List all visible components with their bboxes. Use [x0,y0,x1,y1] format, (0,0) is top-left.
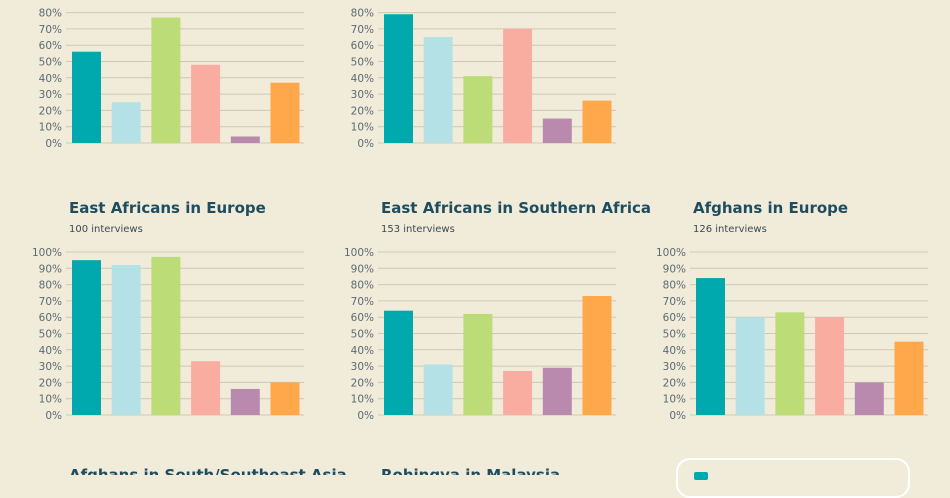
y-tick-label: 50% [39,329,62,341]
bar [542,118,572,143]
y-tick-label: 100% [344,247,374,259]
y-tick-label: 90% [39,263,62,275]
bar [503,370,533,415]
y-tick-label: 0% [45,138,62,150]
y-tick-label: 30% [39,361,62,373]
panel-title: Afghans in South/Southeast Asia [69,466,347,475]
panel-subtitle: 153 interviews [381,224,455,235]
y-tick-label: 10% [351,394,374,406]
y-tick-label: 30% [39,89,62,101]
legend-box [676,458,910,498]
bar [72,260,101,415]
bar [151,17,181,144]
panel-title: East Africans in Southern Africa [381,199,651,217]
y-tick-label: 10% [39,122,62,134]
y-tick-label: 70% [39,24,62,36]
bar [384,310,413,415]
bar [384,14,413,144]
bar [894,341,924,415]
y-tick-label: 70% [351,24,374,36]
bar [151,256,181,415]
y-tick-label: 90% [663,263,686,275]
y-tick-label: 40% [351,345,374,357]
bar [463,313,493,415]
y-tick-label: 70% [351,296,374,308]
y-tick-label: 0% [357,410,374,422]
y-tick-label: 50% [663,329,686,341]
y-tick-label: 100% [32,247,62,259]
y-tick-label: 60% [351,40,374,52]
panel-title: Afghans in Europe [693,199,848,217]
y-tick-label: 80% [39,8,62,20]
y-tick-label: 90% [351,263,374,275]
chart-canvas: 0% 10% 20% 30% 40% 50% 60% 70% 80% 0% 10% 20% 30% 40%… [32,8,928,475]
bar [582,296,612,415]
y-tick-label: 10% [663,394,686,406]
y-tick-label: 60% [39,40,62,52]
bar [815,317,845,415]
panel-title: East Africans in Europe [69,199,266,217]
y-tick-label: 30% [351,89,374,101]
bar [270,382,300,415]
y-tick-label: 10% [351,122,374,134]
y-tick-label: 80% [39,280,62,292]
y-tick-label: 20% [39,105,62,117]
bar [423,37,453,143]
bar [735,317,765,415]
bar [696,278,725,415]
panel-title: Rohingya in Malaysia [381,466,560,475]
y-tick-label: 100% [656,247,686,259]
bar [542,367,572,415]
bar [111,102,141,143]
bar [423,364,453,415]
bar [270,82,300,143]
y-tick-label: 80% [351,8,374,20]
y-tick-label: 30% [663,361,686,373]
bar [775,312,805,415]
y-tick-label: 60% [351,312,374,324]
bar [463,76,493,143]
bar [230,136,260,143]
y-tick-label: 40% [39,345,62,357]
y-tick-label: 20% [351,377,374,389]
bar [503,28,533,143]
bar [230,388,260,415]
bar [72,51,101,143]
bar [111,265,141,415]
bar [854,382,884,415]
y-tick-label: 50% [351,329,374,341]
y-tick-label: 60% [663,312,686,324]
y-tick-label: 10% [39,394,62,406]
bar [582,100,612,143]
panel-subtitle: 100 interviews [69,224,143,235]
y-tick-label: 0% [45,410,62,422]
y-tick-label: 60% [39,312,62,324]
panel-subtitle: 126 interviews [693,224,767,235]
y-tick-label: 50% [39,57,62,69]
y-tick-label: 0% [357,138,374,150]
y-tick-label: 20% [663,377,686,389]
y-tick-label: 40% [39,73,62,85]
y-tick-label: 20% [351,105,374,117]
y-tick-label: 80% [351,280,374,292]
y-tick-label: 40% [663,345,686,357]
bar [191,64,221,143]
y-tick-label: 70% [663,296,686,308]
bar [191,361,221,415]
y-tick-label: 70% [39,296,62,308]
y-tick-label: 80% [663,280,686,292]
y-tick-label: 0% [669,410,686,422]
y-tick-label: 40% [351,73,374,85]
legend-swatch [694,472,708,480]
y-tick-label: 50% [351,57,374,69]
y-tick-label: 30% [351,361,374,373]
y-tick-label: 20% [39,377,62,389]
